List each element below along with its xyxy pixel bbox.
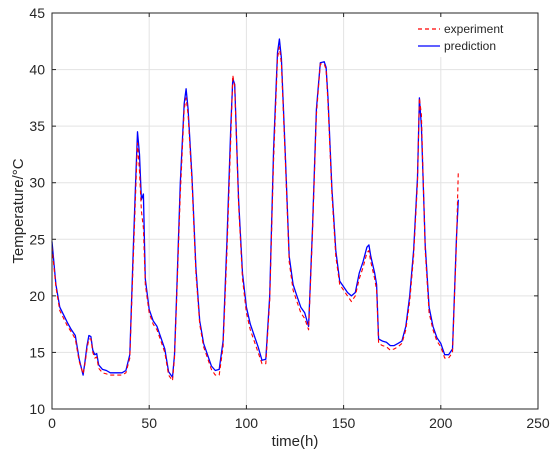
y-axis-ticks: 10 15 20 25 30 35 40 45 (29, 5, 538, 417)
series-lines (51, 38, 459, 382)
x-axis-ticks: 0 50 100 150 200 250 (48, 13, 550, 431)
y-tick-label: 30 (29, 175, 45, 191)
y-tick-label: 15 (29, 344, 45, 360)
x-tick-label: 0 (48, 415, 56, 431)
x-axis-label: time(h) (272, 433, 319, 450)
legend-label-experiment: experiment (444, 22, 504, 36)
legend-label-prediction: prediction (444, 39, 496, 53)
legend: experiment prediction (414, 17, 534, 57)
y-tick-label: 10 (29, 401, 45, 417)
y-axis-label: Temperature/°C (10, 158, 27, 263)
x-tick-label: 200 (429, 415, 453, 431)
y-tick-label: 20 (29, 288, 45, 304)
y-tick-label: 25 (29, 231, 45, 247)
y-tick-label: 45 (29, 5, 45, 21)
x-tick-label: 100 (235, 415, 259, 431)
grid (51, 12, 539, 410)
series-line-prediction (51, 38, 459, 378)
x-tick-label: 250 (526, 415, 550, 431)
y-tick-label: 40 (29, 62, 45, 78)
x-tick-label: 150 (332, 415, 356, 431)
legend-box (414, 17, 534, 57)
y-tick-label: 35 (29, 118, 45, 134)
x-tick-label: 50 (141, 415, 157, 431)
series-line-experiment (51, 46, 459, 382)
plot-frame (51, 12, 539, 410)
